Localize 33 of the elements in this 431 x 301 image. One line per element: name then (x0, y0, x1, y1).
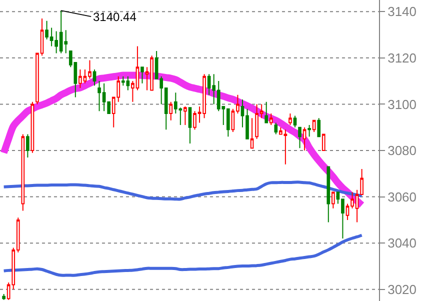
candlestick (312, 120, 316, 132)
candlestick (317, 118, 321, 138)
candlestick (326, 166, 330, 223)
y-tick-label: 3100 (388, 96, 417, 112)
candlestick (169, 101, 173, 121)
y-tick-label: 3080 (388, 143, 417, 158)
annotation: 3140.44 (93, 10, 137, 24)
candlestick (322, 134, 326, 151)
candlestick (250, 118, 254, 149)
candlestick (302, 126, 306, 151)
candlestick (269, 112, 273, 126)
candlestick (92, 68, 96, 86)
y-tick-label: 3020 (388, 282, 417, 297)
candlestick (21, 134, 25, 212)
candlestick (26, 134, 30, 158)
candlestick (288, 112, 292, 126)
y-tick-label: 3120 (388, 50, 417, 66)
line-series (2, 180, 364, 201)
candlestick (308, 124, 311, 138)
y-tick-label: 3040 (388, 236, 417, 251)
candlestick (2, 294, 6, 300)
candlestick (30, 101, 34, 154)
candlestick (140, 66, 144, 84)
candlestick (293, 115, 297, 128)
candlestick (298, 126, 302, 149)
candlestick (274, 122, 278, 135)
candlestick (332, 192, 335, 209)
y-tick-label: 3060 (388, 189, 417, 204)
candlestick (188, 107, 192, 144)
line-series (2, 234, 364, 277)
y-tick-label: 3140 (388, 4, 417, 20)
candlestick (264, 101, 268, 124)
candlestick (184, 106, 187, 126)
